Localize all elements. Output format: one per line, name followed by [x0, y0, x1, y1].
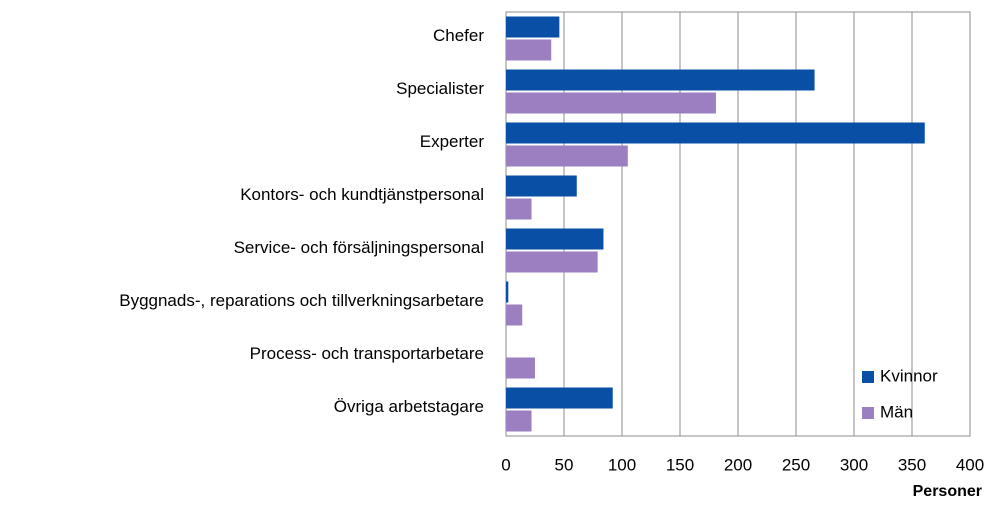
y-tick-label: Övriga arbetstagare: [334, 397, 484, 416]
y-tick-label: Chefer: [433, 26, 484, 45]
y-tick-label: Service- och försäljningspersonal: [234, 238, 484, 257]
x-tick-label: 350: [898, 455, 926, 474]
bar: [506, 122, 925, 144]
bar: [506, 281, 509, 303]
x-tick-label: 0: [501, 455, 510, 474]
x-tick-label: 150: [666, 455, 694, 474]
y-tick-label: Kontors- och kundtjänstpersonal: [240, 185, 484, 204]
x-tick-label: 250: [782, 455, 810, 474]
bar: [506, 92, 716, 114]
bar: [506, 145, 628, 167]
bar: [506, 410, 532, 432]
x-tick-label: 50: [555, 455, 574, 474]
x-tick-label: 100: [608, 455, 636, 474]
bar: [506, 304, 523, 326]
bar: [506, 16, 560, 38]
bar: [506, 357, 535, 379]
y-tick-label: Specialister: [396, 79, 484, 98]
legend-swatch: [862, 407, 874, 419]
x-axis-label: Personer: [913, 483, 982, 500]
plot-border: [505, 11, 971, 437]
y-tick-label: Byggnads-, reparations och tillverknings…: [119, 291, 484, 310]
bar: [506, 69, 815, 91]
y-tick-label: Experter: [420, 132, 485, 151]
bar: [506, 251, 598, 273]
x-tick-label: 300: [840, 455, 868, 474]
bar: [506, 387, 613, 409]
bar: [506, 228, 604, 250]
legend-swatch: [862, 371, 874, 383]
legend-label: Kvinnor: [880, 366, 938, 385]
bar: [506, 175, 577, 197]
y-tick-label: Process- och transportarbetare: [250, 344, 484, 363]
x-tick-label: 200: [724, 455, 752, 474]
bar: [506, 39, 552, 61]
legend-label: Män: [880, 402, 913, 421]
x-tick-label: 400: [956, 455, 984, 474]
bar: [506, 198, 532, 220]
